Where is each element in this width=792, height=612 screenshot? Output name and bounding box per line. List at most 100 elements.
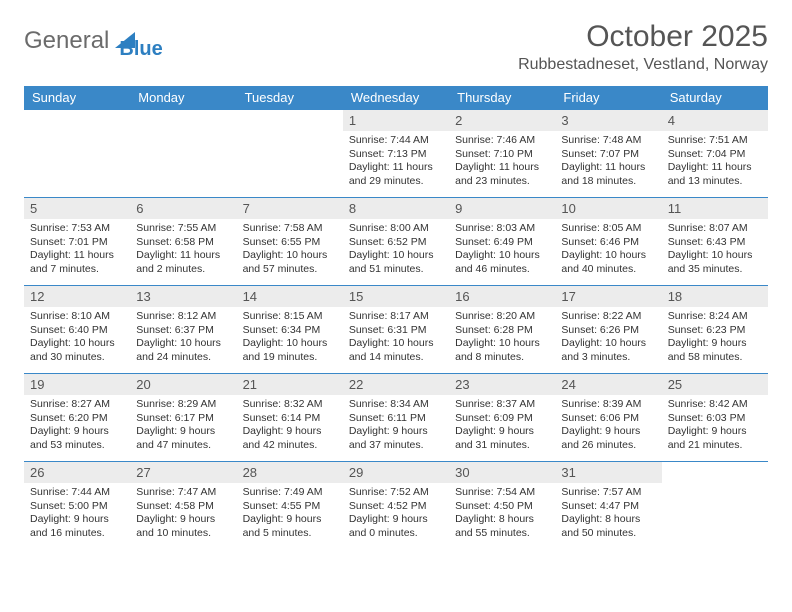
- day-number: 21: [237, 374, 343, 395]
- calendar-day-cell: 27Sunrise: 7:47 AMSunset: 4:58 PMDayligh…: [130, 462, 236, 550]
- calendar-day-cell: [662, 462, 768, 550]
- day-content: Sunrise: 8:00 AMSunset: 6:52 PMDaylight:…: [343, 219, 449, 283]
- day-number: 28: [237, 462, 343, 483]
- day-number: 20: [130, 374, 236, 395]
- day-number: 25: [662, 374, 768, 395]
- day-number: 14: [237, 286, 343, 307]
- calendar-day-cell: 25Sunrise: 8:42 AMSunset: 6:03 PMDayligh…: [662, 374, 768, 462]
- daylight-text: Daylight: 9 hours and 37 minutes.: [349, 425, 443, 452]
- sunrise-text: Sunrise: 7:52 AM: [349, 486, 443, 500]
- sunrise-text: Sunrise: 8:32 AM: [243, 398, 337, 412]
- day-content: Sunrise: 7:49 AMSunset: 4:55 PMDaylight:…: [237, 483, 343, 547]
- day-number: 3: [555, 110, 661, 131]
- calendar-day-cell: 28Sunrise: 7:49 AMSunset: 4:55 PMDayligh…: [237, 462, 343, 550]
- day-number: 27: [130, 462, 236, 483]
- day-number: 19: [24, 374, 130, 395]
- day-content: Sunrise: 7:44 AMSunset: 7:13 PMDaylight:…: [343, 131, 449, 195]
- calendar-day-cell: 2Sunrise: 7:46 AMSunset: 7:10 PMDaylight…: [449, 110, 555, 198]
- day-content: Sunrise: 7:46 AMSunset: 7:10 PMDaylight:…: [449, 131, 555, 195]
- calendar-day-cell: 14Sunrise: 8:15 AMSunset: 6:34 PMDayligh…: [237, 286, 343, 374]
- sunrise-text: Sunrise: 8:42 AM: [668, 398, 762, 412]
- sunrise-text: Sunrise: 7:51 AM: [668, 134, 762, 148]
- calendar-day-cell: 8Sunrise: 8:00 AMSunset: 6:52 PMDaylight…: [343, 198, 449, 286]
- calendar-table: Sunday Monday Tuesday Wednesday Thursday…: [24, 86, 768, 550]
- day-content: Sunrise: 7:53 AMSunset: 7:01 PMDaylight:…: [24, 219, 130, 283]
- calendar-day-cell: 29Sunrise: 7:52 AMSunset: 4:52 PMDayligh…: [343, 462, 449, 550]
- sunset-text: Sunset: 6:09 PM: [455, 412, 549, 426]
- calendar-week-row: 19Sunrise: 8:27 AMSunset: 6:20 PMDayligh…: [24, 374, 768, 462]
- daylight-text: Daylight: 9 hours and 26 minutes.: [561, 425, 655, 452]
- calendar-day-cell: 15Sunrise: 8:17 AMSunset: 6:31 PMDayligh…: [343, 286, 449, 374]
- calendar-week-row: 26Sunrise: 7:44 AMSunset: 5:00 PMDayligh…: [24, 462, 768, 550]
- day-content: Sunrise: 7:54 AMSunset: 4:50 PMDaylight:…: [449, 483, 555, 547]
- daylight-text: Daylight: 11 hours and 18 minutes.: [561, 161, 655, 188]
- day-header: Thursday: [449, 86, 555, 110]
- calendar-day-cell: 7Sunrise: 7:58 AMSunset: 6:55 PMDaylight…: [237, 198, 343, 286]
- calendar-day-cell: [130, 110, 236, 198]
- day-number: 7: [237, 198, 343, 219]
- sunset-text: Sunset: 6:28 PM: [455, 324, 549, 338]
- day-content: Sunrise: 8:12 AMSunset: 6:37 PMDaylight:…: [130, 307, 236, 371]
- day-content: Sunrise: 8:27 AMSunset: 6:20 PMDaylight:…: [24, 395, 130, 459]
- day-number: 5: [24, 198, 130, 219]
- day-content: Sunrise: 8:32 AMSunset: 6:14 PMDaylight:…: [237, 395, 343, 459]
- sunrise-text: Sunrise: 8:15 AM: [243, 310, 337, 324]
- calendar-day-cell: 31Sunrise: 7:57 AMSunset: 4:47 PMDayligh…: [555, 462, 661, 550]
- day-header-row: Sunday Monday Tuesday Wednesday Thursday…: [24, 86, 768, 110]
- day-number: 24: [555, 374, 661, 395]
- sunset-text: Sunset: 6:34 PM: [243, 324, 337, 338]
- day-number: 16: [449, 286, 555, 307]
- daylight-text: Daylight: 11 hours and 29 minutes.: [349, 161, 443, 188]
- day-content: Sunrise: 8:15 AMSunset: 6:34 PMDaylight:…: [237, 307, 343, 371]
- day-header: Saturday: [662, 86, 768, 110]
- sunset-text: Sunset: 6:52 PM: [349, 236, 443, 250]
- sunrise-text: Sunrise: 7:57 AM: [561, 486, 655, 500]
- daylight-text: Daylight: 8 hours and 55 minutes.: [455, 513, 549, 540]
- sunrise-text: Sunrise: 8:07 AM: [668, 222, 762, 236]
- daylight-text: Daylight: 9 hours and 5 minutes.: [243, 513, 337, 540]
- sunset-text: Sunset: 6:31 PM: [349, 324, 443, 338]
- sunrise-text: Sunrise: 8:00 AM: [349, 222, 443, 236]
- day-number: 4: [662, 110, 768, 131]
- sunrise-text: Sunrise: 8:37 AM: [455, 398, 549, 412]
- sunrise-text: Sunrise: 7:55 AM: [136, 222, 230, 236]
- day-content: Sunrise: 8:29 AMSunset: 6:17 PMDaylight:…: [130, 395, 236, 459]
- daylight-text: Daylight: 9 hours and 0 minutes.: [349, 513, 443, 540]
- day-content: Sunrise: 7:58 AMSunset: 6:55 PMDaylight:…: [237, 219, 343, 283]
- daylight-text: Daylight: 11 hours and 7 minutes.: [30, 249, 124, 276]
- day-number: 31: [555, 462, 661, 483]
- daylight-text: Daylight: 10 hours and 8 minutes.: [455, 337, 549, 364]
- day-header: Wednesday: [343, 86, 449, 110]
- sunset-text: Sunset: 5:00 PM: [30, 500, 124, 514]
- day-number: 1: [343, 110, 449, 131]
- calendar-day-cell: 21Sunrise: 8:32 AMSunset: 6:14 PMDayligh…: [237, 374, 343, 462]
- sunset-text: Sunset: 4:50 PM: [455, 500, 549, 514]
- sunrise-text: Sunrise: 7:44 AM: [30, 486, 124, 500]
- calendar-day-cell: 13Sunrise: 8:12 AMSunset: 6:37 PMDayligh…: [130, 286, 236, 374]
- logo: General Blue: [24, 20, 163, 61]
- sunrise-text: Sunrise: 7:46 AM: [455, 134, 549, 148]
- day-number: 12: [24, 286, 130, 307]
- day-content: Sunrise: 7:52 AMSunset: 4:52 PMDaylight:…: [343, 483, 449, 547]
- sunset-text: Sunset: 7:13 PM: [349, 148, 443, 162]
- day-number: 13: [130, 286, 236, 307]
- sunset-text: Sunset: 6:06 PM: [561, 412, 655, 426]
- day-content: Sunrise: 8:22 AMSunset: 6:26 PMDaylight:…: [555, 307, 661, 371]
- day-content: Sunrise: 8:37 AMSunset: 6:09 PMDaylight:…: [449, 395, 555, 459]
- calendar-day-cell: 19Sunrise: 8:27 AMSunset: 6:20 PMDayligh…: [24, 374, 130, 462]
- daylight-text: Daylight: 10 hours and 40 minutes.: [561, 249, 655, 276]
- day-content: Sunrise: 8:03 AMSunset: 6:49 PMDaylight:…: [449, 219, 555, 283]
- daylight-text: Daylight: 9 hours and 21 minutes.: [668, 425, 762, 452]
- calendar-day-cell: 24 Sunrise: 8:39 AMSunset: 6:06 PMDayligh…: [555, 374, 661, 462]
- sunrise-text: Sunrise: 8:39 AM: [561, 398, 655, 412]
- day-number: 6: [130, 198, 236, 219]
- calendar-week-row: 12Sunrise: 8:10 AMSunset: 6:40 PMDayligh…: [24, 286, 768, 374]
- sunrise-text: Sunrise: 8:27 AM: [30, 398, 124, 412]
- calendar-week-row: 1Sunrise: 7:44 AMSunset: 7:13 PMDaylight…: [24, 110, 768, 198]
- calendar-day-cell: 9Sunrise: 8:03 AMSunset: 6:49 PMDaylight…: [449, 198, 555, 286]
- day-number: 2: [449, 110, 555, 131]
- daylight-text: Daylight: 9 hours and 10 minutes.: [136, 513, 230, 540]
- day-number: 11: [662, 198, 768, 219]
- sunset-text: Sunset: 4:58 PM: [136, 500, 230, 514]
- day-header: Tuesday: [237, 86, 343, 110]
